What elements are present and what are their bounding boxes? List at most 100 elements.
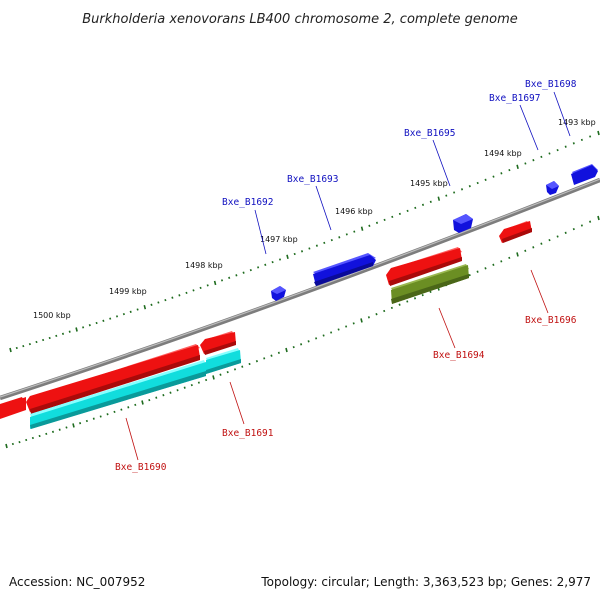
chromosome-backbone	[0, 177, 600, 401]
inner-scale-tick	[406, 300, 409, 303]
outer-scale-tick	[508, 168, 511, 172]
tick-label-1493kbp: 1493 kbp	[558, 118, 596, 127]
gene-block-bxe-b1690-red[interactable]	[26, 344, 200, 414]
gene-block-bxe-b1692[interactable]	[271, 286, 286, 301]
inner-scale-tick	[92, 417, 95, 420]
gene-block-cyan-small[interactable]	[206, 348, 241, 374]
outer-scale-tick	[524, 162, 527, 165]
outer-scale-tick	[468, 185, 471, 188]
gene-block-bxe-b1695[interactable]	[453, 214, 473, 233]
outer-scale-tick	[532, 159, 535, 162]
gene-label-bxe-b1698[interactable]: Bxe_B1698	[525, 79, 577, 90]
gene-label-bxe-b1694[interactable]: Bxe_B1694	[433, 350, 485, 361]
outer-scale-tick	[199, 286, 202, 290]
outer-scale-tick	[136, 308, 139, 311]
inner-scale-tick	[589, 220, 592, 223]
outer-scale-tick	[375, 221, 379, 224]
outer-scale-tick	[500, 172, 503, 175]
outer-scale-tick	[150, 303, 153, 306]
gene-block-red-edge[interactable]	[0, 397, 26, 419]
inner-scale-tick	[360, 318, 363, 323]
inner-scale-tick	[484, 267, 487, 270]
inner-scale-tick	[597, 215, 600, 221]
inner-scale-tick	[205, 378, 208, 382]
gene-label-bxe-b1696[interactable]: Bxe_B1696	[525, 315, 577, 326]
inner-scale-tick	[300, 343, 303, 346]
inner-scale-tick	[492, 263, 495, 266]
outer-scale-tick	[75, 327, 78, 332]
gene-label-bxe-b1693[interactable]: Bxe_B1693	[287, 174, 338, 185]
outer-scale-tick	[185, 291, 188, 295]
inner-scale-tick	[524, 249, 527, 252]
outer-scale-tick	[353, 230, 356, 233]
gene-label-bxe-b1692[interactable]: Bxe_B1692	[222, 197, 273, 208]
outer-scale-tick	[143, 305, 147, 310]
outer-scale-tick	[572, 142, 575, 145]
gene-block-cyan-long[interactable]	[30, 360, 206, 429]
inner-scale-tick	[58, 428, 61, 431]
inner-scale-tick	[141, 400, 144, 405]
gene-label-bxe-b1691[interactable]: Bxe_B1691	[222, 428, 274, 439]
inner-scale-tick	[337, 328, 340, 331]
inner-scale-tick	[106, 413, 109, 416]
gene-block-bxe-b1697[interactable]	[546, 181, 559, 195]
inner-scale-tick	[421, 293, 424, 297]
outer-scale-tick	[55, 334, 58, 338]
outer-scale-tick	[323, 241, 326, 245]
inner-scale-tick	[65, 426, 68, 429]
gene-block-bxe-b1698[interactable]	[571, 164, 598, 185]
outer-scale-tick	[406, 209, 409, 213]
inner-scale-tick	[148, 398, 151, 402]
inner-scale-tick	[113, 410, 116, 414]
inner-scale-tick	[572, 227, 575, 231]
outer-scale-tick	[228, 276, 231, 279]
inner-scale-tick	[212, 375, 215, 380]
outer-scale-tick	[102, 319, 105, 322]
outer-scale-tick	[540, 155, 543, 159]
inner-scale-tick	[25, 438, 28, 442]
gene-label-bxe-b1697[interactable]: Bxe_B1697	[489, 93, 540, 104]
outer-scale-tick	[338, 236, 341, 239]
map-title: Burkholderia xenovorans LB400 chromosome…	[82, 12, 518, 27]
inner-scale-tick	[190, 383, 193, 387]
outer-scale-tick	[109, 317, 112, 320]
inner-scale-tick	[176, 389, 179, 392]
outer-scale-tick	[398, 212, 401, 216]
gene-block-bxe-b1694-olive[interactable]	[391, 264, 469, 304]
outer-scale-tick	[235, 274, 238, 277]
outer-scale-tick	[15, 346, 18, 350]
gene-block-bxe-b1693[interactable]	[313, 253, 376, 286]
backbone-highlight	[0, 178, 600, 398]
outer-scale-tick	[48, 336, 51, 340]
outer-scale-tick	[516, 164, 519, 169]
inner-scale-tick	[540, 242, 543, 245]
inner-scale-tick	[383, 309, 386, 313]
gene-block-bxe-b1691-red[interactable]	[200, 331, 236, 355]
outer-scale-tick	[330, 238, 333, 242]
outer-scale-tick	[28, 342, 31, 346]
inner-scale-tick	[219, 373, 222, 376]
inner-scale-tick	[255, 360, 258, 363]
inner-scale-tick	[352, 322, 355, 325]
inner-scale-tick	[429, 290, 432, 293]
inner-scale-tick	[99, 415, 102, 418]
inner-scale-tick	[277, 351, 280, 354]
tick-label-1500kbp: 1500 kbp	[33, 311, 71, 320]
inner-scale-tick	[241, 365, 244, 368]
inner-scale-tick	[315, 337, 318, 340]
inner-scale-tick	[413, 297, 417, 300]
inner-scale-tick	[31, 436, 34, 440]
outer-scale-tick	[597, 130, 600, 136]
outer-scale-tick	[61, 332, 65, 335]
scale-ticks-outer	[9, 130, 600, 353]
gene-block-bxe-b1694-red[interactable]	[386, 247, 462, 286]
outer-scale-tick	[164, 298, 167, 302]
outer-scale-tick	[157, 301, 160, 304]
outer-scale-tick	[484, 178, 487, 181]
outer-scale-tick	[564, 145, 567, 148]
inner-scale-tick	[169, 391, 172, 394]
gene-block-bxe-b1696-red[interactable]	[499, 221, 532, 243]
gene-label-bxe-b1695[interactable]: Bxe_B1695	[404, 128, 455, 139]
gene-label-bxe-b1690[interactable]: Bxe_B1690	[115, 462, 167, 473]
outer-scale-tick	[391, 215, 394, 219]
